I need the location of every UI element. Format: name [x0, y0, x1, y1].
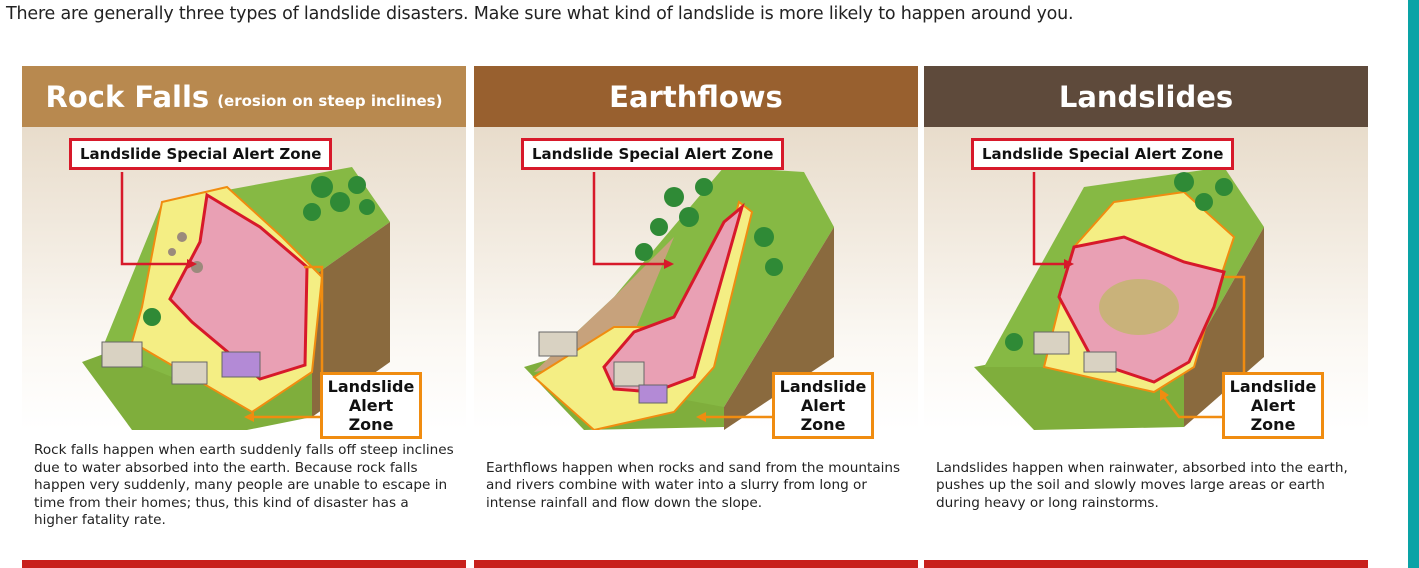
card: Rock Falls (erosion on steep inclines) L…: [22, 66, 466, 568]
card-title: Landslides: [1059, 80, 1233, 114]
card-title: Rock Falls: [46, 80, 210, 114]
description: Rock falls happen when earth suddenly fa…: [22, 430, 466, 542]
card-header: Rock Falls (erosion on steep inclines): [22, 66, 466, 127]
card: Earthflows Landslide Special Alert Zone …: [474, 66, 918, 568]
card-title: Earthflows: [609, 80, 783, 114]
next-row-header: [924, 560, 1368, 568]
side-strip: [1408, 0, 1419, 568]
next-row-header: [22, 560, 466, 568]
illustration: Landslide Special Alert Zone Landslide A…: [474, 127, 918, 430]
next-row-header: [474, 560, 918, 568]
card-header: Earthflows: [474, 66, 918, 127]
card-subtitle: (erosion on steep inclines): [217, 92, 442, 110]
alert-label: Landslide Alert Zone: [772, 372, 874, 439]
illustration: Landslide Special Alert Zone Landslide A…: [22, 127, 466, 430]
special-alert-label: Landslide Special Alert Zone: [521, 138, 784, 170]
special-alert-label: Landslide Special Alert Zone: [69, 138, 332, 170]
illustration: Landslide Special Alert Zone Landslide A…: [924, 127, 1368, 430]
alert-label: Landslide Alert Zone: [320, 372, 422, 439]
card-header: Landslides: [924, 66, 1368, 127]
page: There are generally three types of lands…: [0, 0, 1419, 568]
card: Landslides Landslide Special Alert Zone …: [924, 66, 1368, 568]
special-alert-label: Landslide Special Alert Zone: [971, 138, 1234, 170]
description: Landslides happen when rainwater, absorb…: [924, 430, 1368, 542]
description: Earthflows happen when rocks and sand fr…: [474, 430, 918, 542]
alert-label: Landslide Alert Zone: [1222, 372, 1324, 439]
intro: There are generally three types of lands…: [6, 4, 1073, 24]
